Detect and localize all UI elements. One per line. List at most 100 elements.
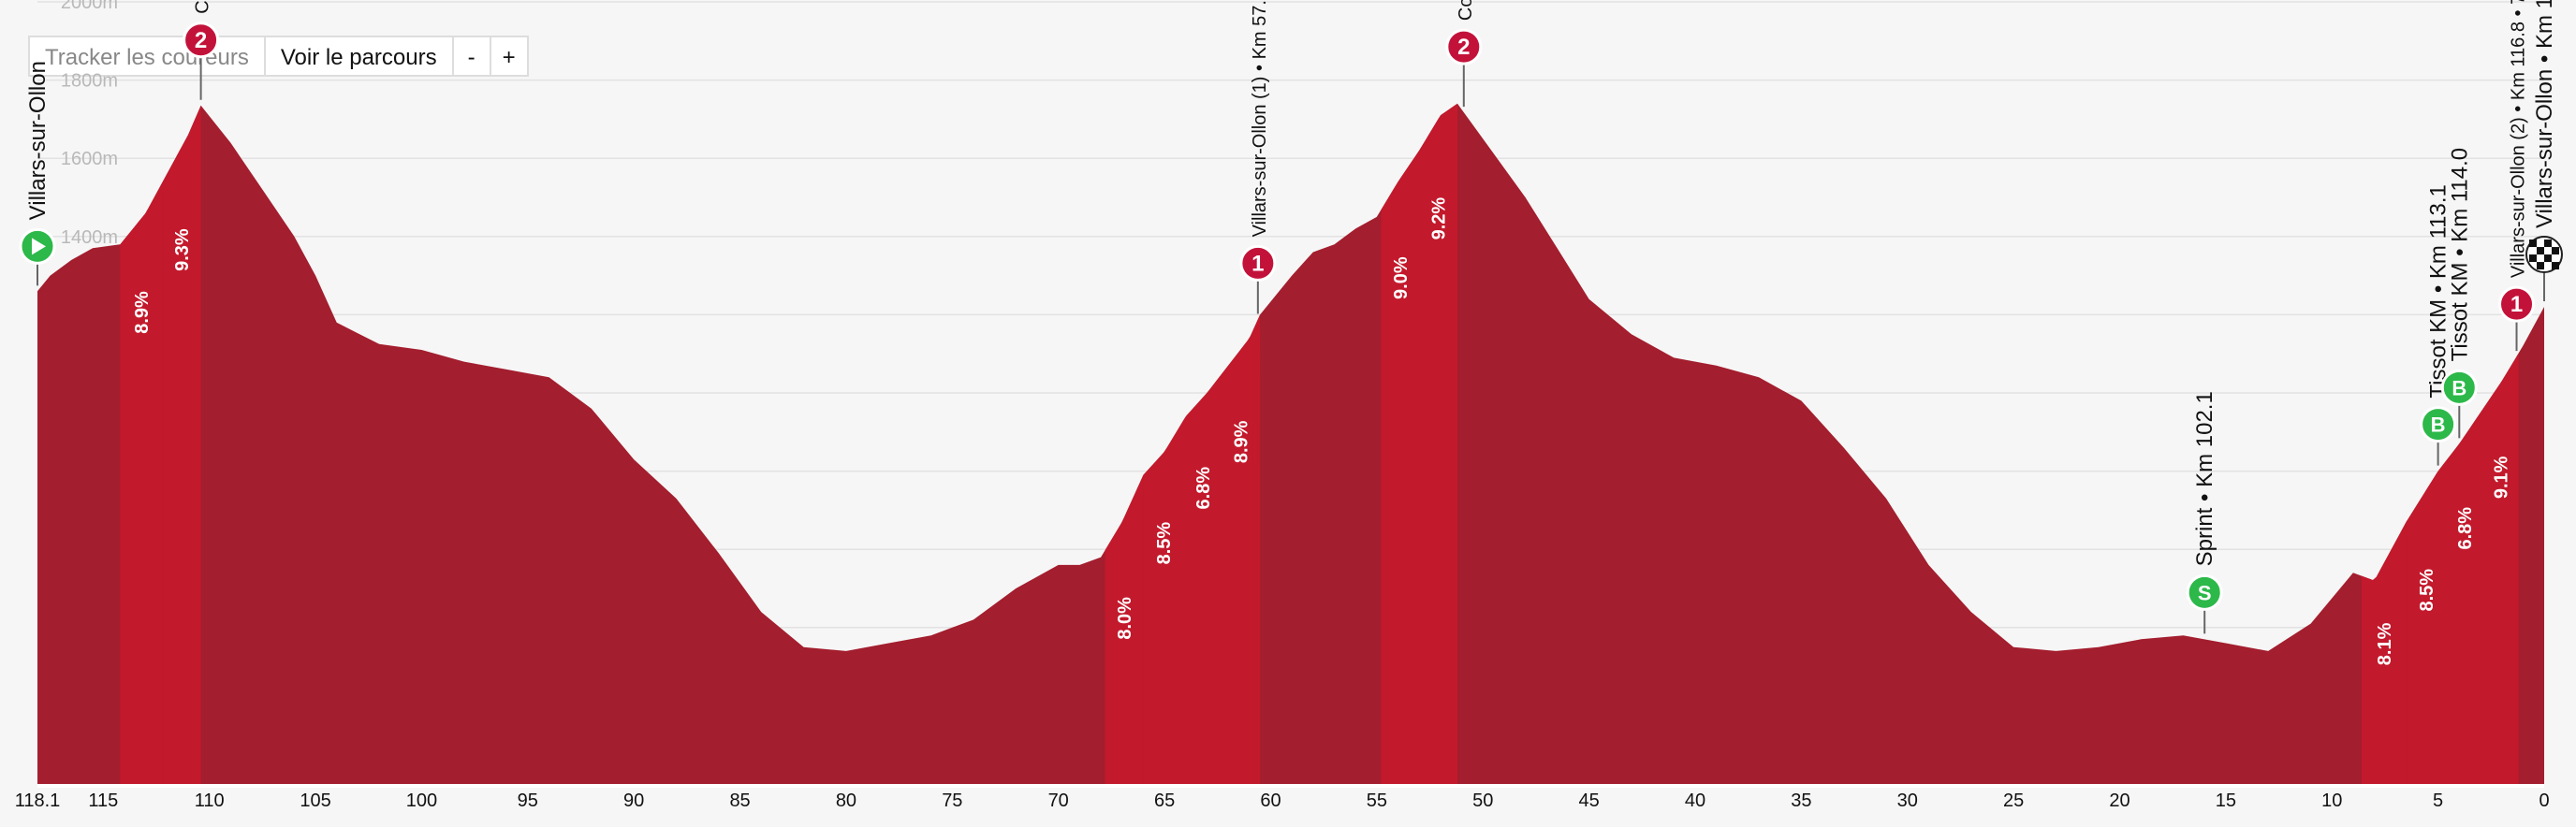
waypoint-climb[interactable]: 1 Villars-sur-Ollon (2) • Km 116.8 • 7.3 … [2498,0,2536,352]
x-tick-label: 10 [2321,791,2342,811]
x-tick-label: 15 [2216,791,2236,811]
climb-segment-6 [1381,150,1420,785]
gradient-label: 6.8% [1193,467,1214,510]
waypoint-category: 2 [1457,35,1470,60]
climb-segment-9 [2406,459,2447,784]
waypoint-label: Villars-sur-Ollon (2) • Km 116.8 • 7.3 k… [2509,0,2529,278]
x-tick-label: 115 [88,791,118,811]
waypoint-category: 2 [195,28,207,53]
waypoint-category: B [2431,414,2446,437]
waypoint-label: Sprint • Km 102.1 [2192,391,2217,566]
waypoint-sprint[interactable]: S Sprint • Km 102.1 [2186,391,2223,634]
finish-check-square [2552,247,2559,255]
gradient-label: 9.1% [2492,456,2512,499]
waypoint-label: Col de la Croix (1) • Km 7.7 • 3.8 km • … [193,0,213,14]
waypoint-category: 1 [1251,251,1264,276]
gradient-label: 6.8% [2455,507,2476,550]
waypoint-label: Tissot KM • Km 113.1 [2426,184,2452,398]
finish-check-square [2552,262,2559,270]
climb-segment-11 [2482,353,2519,784]
waypoint-category: B [2452,376,2466,399]
climb-marker-icon [1445,28,1483,65]
x-tick-label: 60 [1260,791,1281,811]
waypoint-label: Villars-sur-Ollon (1) • Km 57.4 • 7.3 km… [1250,0,1270,237]
finish-check-square [2537,262,2544,270]
x-tick-label: 95 [518,791,538,811]
waypoint-climb[interactable]: 2 Col de la Croix (1) • Km 7.7 • 3.8 km •… [183,0,220,100]
waypoint-label: Villars-sur-Ollon [25,61,51,220]
climb-marker-icon [183,22,220,59]
bonus-marker-icon [2440,369,2478,406]
x-tick-label: 45 [1578,791,1599,811]
y-tick-label-1600: 1600m [61,149,118,169]
gradient-label: 9.0% [1391,256,1412,299]
x-tick-label: 20 [2109,791,2130,811]
waypoint-bonus[interactable]: B Tissot KM • Km 113.1 [2420,184,2457,466]
x-tick-label: 85 [729,791,750,811]
finish-check-square [2544,239,2552,248]
climb-segment-2 [1105,474,1144,784]
x-tick-label: 50 [1472,791,1493,811]
climb-segment-0 [120,181,163,785]
track-riders-button[interactable]: Tracker les coureurs [28,36,266,77]
play-icon [32,238,46,255]
profile-toolbar: Tracker les coureurs Voir le parcours - … [28,36,529,77]
climb-segment-4 [1183,373,1222,784]
x-tick-label: 118.1 [15,791,61,811]
gradient-label: 8.5% [1154,522,1175,565]
x-tick-label: 100 [406,791,437,811]
climb-marker-icon [1239,244,1277,282]
y-tick-label-1400: 1400m [61,227,118,248]
y-tick-label-2000: 2000m [61,0,118,13]
climb-segment-3 [1143,419,1184,784]
waypoint-climb[interactable]: 2 Col de la Croix (2) • Km 67.2 • 3.8 km … [1445,0,1483,108]
waypoint-markers: Villars-sur-Ollon 2 Col de la Croix (1) • … [19,0,2563,634]
x-tick-label: 25 [2003,791,2024,811]
x-tick-label: 105 [300,791,330,811]
x-tick-label: 65 [1154,791,1175,811]
climb-segment-5 [1222,314,1261,784]
x-axis-labels: 118.1 115 110 105 100 95 90 85 80 75 70 65 60 55 50 45 4… [15,791,2550,811]
waypoint-category: 1 [2510,292,2523,317]
gradient-label: 9.2% [1429,197,1450,240]
x-tick-label: 110 [195,791,225,811]
finish-check-square [2529,239,2537,248]
finish-check-square [2537,247,2544,255]
waypoint-label: Tissot KM • Km 114.0 [2447,148,2472,361]
gradient-label: 8.0% [1115,597,1135,640]
x-tick-label: 0 [2539,791,2549,811]
waypoint-category: S [2198,581,2212,604]
waypoint-start[interactable]: Villars-sur-Ollon [19,61,56,286]
gradient-label: 8.1% [2375,622,2395,665]
gradient-labels: 8.9% 9.3% 8.0% 8.5% 6.8% 8.9% 9.0% 9.2% 8.1% 8.5%… [132,197,2511,666]
sprint-marker-icon [2186,573,2223,611]
x-tick-label: 80 [836,791,856,811]
waypoint-finish[interactable]: Villars-sur-Ollon • Km 118.1 [2525,0,2563,302]
x-tick-label: 40 [1685,791,1705,811]
y-tick-label-1800: 1800m [61,71,118,92]
x-tick-label: 55 [1367,791,1387,811]
climb-segment-8 [2362,521,2407,784]
x-tick-label: 75 [942,791,962,811]
x-tick-label: 70 [1048,791,1069,811]
waypoint-climb[interactable]: 1 Villars-sur-Ollon (1) • Km 57.4 • 7.3 k… [1239,0,1277,314]
climb-marker-icon [2498,285,2536,323]
view-route-button[interactable]: Voir le parcours [263,36,454,77]
zoom-in-button[interactable]: + [489,36,529,77]
finish-check-square [2529,254,2537,263]
x-tick-label: 90 [623,791,644,811]
gradient-label: 8.9% [1232,420,1252,463]
waypoint-label: Col de la Croix (2) • Km 67.2 • 3.8 km •… [1456,0,1476,21]
waypoint-bonus[interactable]: B Tissot KM • Km 114.0 [2440,148,2478,439]
x-tick-label: 35 [1791,791,1811,811]
gradient-label: 8.5% [2417,569,2437,612]
x-tick-label: 30 [1897,791,1918,811]
x-tick-label: 5 [2433,791,2443,811]
elevation-area [37,103,2544,784]
waypoint-label: Villars-sur-Ollon • Km 118.1 [2532,0,2557,228]
climb-segments [120,103,2519,785]
climb-segment-7 [1419,103,1457,784]
climb-segment-1 [162,105,201,785]
gradient-label: 8.9% [132,291,153,334]
